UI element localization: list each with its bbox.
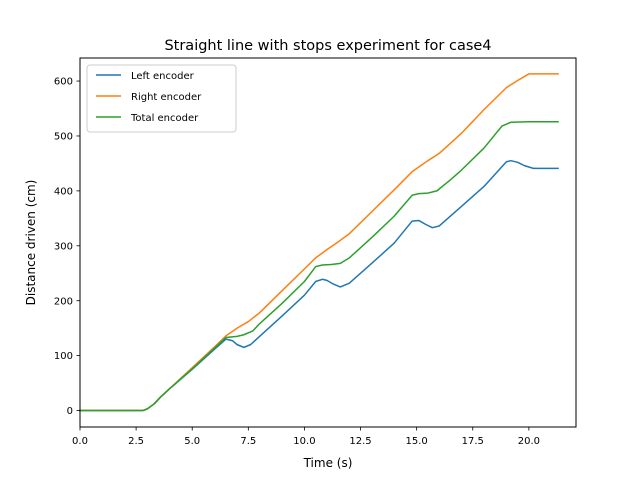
x-tick-label: 20.0 — [518, 436, 540, 447]
x-tick-label: 15.0 — [406, 436, 428, 447]
x-tick-label: 7.5 — [240, 436, 256, 447]
y-tick-label: 600 — [54, 77, 73, 88]
legend-box — [86, 64, 237, 133]
y-tick-label: 100 — [54, 351, 73, 362]
y-tick-label: 500 — [54, 132, 73, 143]
legend-label-2: Right encoder — [131, 92, 202, 103]
chart-title: Straight line with stops experiment for … — [164, 38, 491, 54]
series-layer — [79, 73, 559, 412]
y-tick-label: 200 — [54, 296, 73, 307]
x-tick-label: 10.0 — [293, 436, 315, 447]
y-tick-label: 300 — [54, 241, 73, 252]
y-axis: 0 100 200 300 400 500 600 — [54, 77, 80, 417]
y-tick-label: 400 — [54, 186, 73, 197]
plot-frame — [79, 57, 577, 428]
x-tick-label: 0.0 — [72, 436, 88, 447]
x-axis: 0.0 2.5 5.0 7.5 10.0 12.5 15.0 17.5 20.0 — [72, 427, 540, 447]
x-tick-label: 17.5 — [462, 436, 484, 447]
x-tick-label: 2.5 — [128, 436, 144, 447]
series-line-3 — [79, 120, 559, 412]
x-tick-label: 5.0 — [184, 436, 200, 447]
legend-label-1: Left encoder — [131, 71, 195, 82]
y-axis-label: Distance driven (cm) — [24, 180, 38, 306]
legend-label-3: Total encoder — [130, 113, 199, 124]
x-axis-label: Time (s) — [303, 456, 353, 470]
x-tick-label: 12.5 — [349, 436, 371, 447]
y-tick-label: 0 — [67, 406, 73, 417]
legend: Left encoder Right encoder Total encoder — [86, 64, 237, 133]
